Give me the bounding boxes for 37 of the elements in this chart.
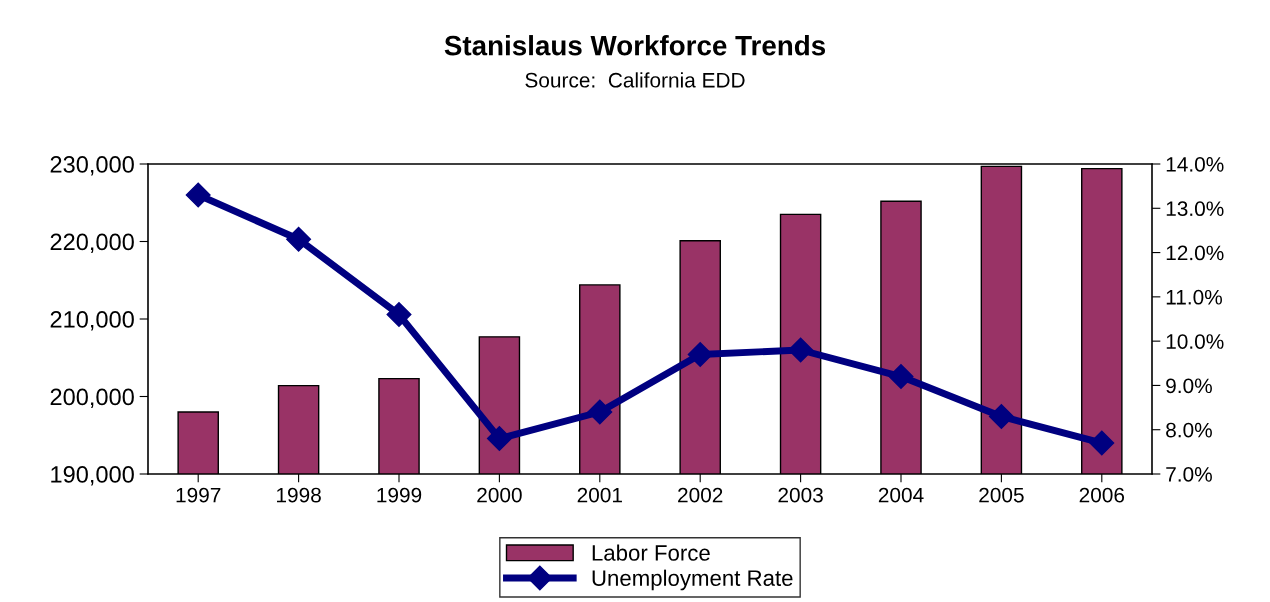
chart-title: Stanislaus Workforce Trends xyxy=(444,35,826,56)
y2-tick-label: 13.0% xyxy=(1166,201,1224,217)
point xyxy=(386,302,412,328)
x-tick-label: 2005 xyxy=(979,487,1024,503)
x-tick-label: 1999 xyxy=(377,487,422,503)
x-tick-label: 1997 xyxy=(176,487,221,503)
point xyxy=(1089,430,1115,456)
y2-tick-label: 14.0% xyxy=(1166,157,1224,172)
x-tick-label: 2000 xyxy=(477,487,522,503)
x-tick-label: 2001 xyxy=(577,487,622,503)
y2-tick-label: 10.0% xyxy=(1166,334,1224,349)
x-tick-label: 2006 xyxy=(1079,487,1125,503)
point xyxy=(286,226,312,252)
y2-tick-label: 9.0% xyxy=(1166,378,1212,394)
x-tick-label: 2004 xyxy=(878,487,924,503)
y-tick-label: 190,000 xyxy=(51,466,134,486)
point xyxy=(687,341,713,367)
y2-tick-label: 11.0% xyxy=(1166,289,1222,305)
x-tick-label: 2002 xyxy=(678,487,723,503)
point xyxy=(587,399,613,425)
chart-subtitle: Source: California EDD xyxy=(525,72,745,88)
x-tick-label: 1998 xyxy=(277,487,321,503)
y-tick-label: 210,000 xyxy=(50,311,134,331)
legend-label: Labor Force xyxy=(592,544,710,561)
y-tick-label: 200,000 xyxy=(50,388,134,409)
point xyxy=(185,182,211,208)
point xyxy=(888,364,914,390)
x-tick-label: 2003 xyxy=(778,487,823,503)
point xyxy=(988,403,1014,429)
point xyxy=(788,337,814,363)
point xyxy=(486,426,512,452)
legend-label: Unemployment Rate xyxy=(592,569,793,591)
y-tick-label: 220,000 xyxy=(50,233,134,254)
y2-tick-label: 12.0% xyxy=(1166,245,1224,261)
y2-tick-label: 8.0% xyxy=(1166,422,1212,438)
y-tick-label: 230,000 xyxy=(50,156,134,176)
y2-tick-label: 7.0% xyxy=(1166,467,1212,482)
